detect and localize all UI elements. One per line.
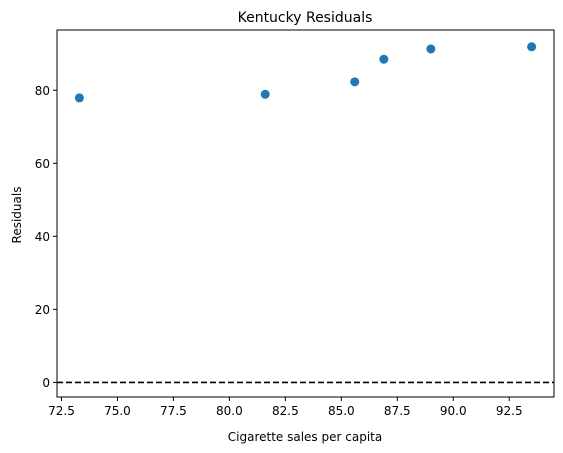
x-tick-label: 92.5 xyxy=(496,404,523,418)
y-tick-label: 60 xyxy=(35,157,50,171)
y-tick-label: 80 xyxy=(35,84,50,98)
plot-area: 72.5 75.0 77.5 80.0 82.5 85.0 87.5 90.0 92.5 0 20 4… xyxy=(35,29,555,418)
x-tick-label: 80.0 xyxy=(216,404,243,418)
y-tick-label: 40 xyxy=(35,230,50,244)
data-point xyxy=(426,44,436,54)
x-tick-label: 87.5 xyxy=(384,404,411,418)
data-point xyxy=(379,54,389,64)
y-tick-label: 20 xyxy=(35,303,50,317)
chart-title: Kentucky Residuals xyxy=(238,10,373,26)
data-point xyxy=(74,93,84,103)
y-axis-label: Residuals xyxy=(10,187,24,244)
x-axis-label: Cigarette sales per capita xyxy=(228,430,382,444)
data-point xyxy=(350,77,360,87)
plot-frame xyxy=(56,29,555,398)
data-point xyxy=(527,42,537,52)
x-tick-label: 75.0 xyxy=(104,404,131,418)
x-tick-label: 90.0 xyxy=(440,404,467,418)
x-tick-label: 72.5 xyxy=(48,404,75,418)
x-tick-label: 77.5 xyxy=(160,404,187,418)
data-point xyxy=(260,89,270,99)
x-tick-label: 85.0 xyxy=(328,404,355,418)
y-tick-label: 0 xyxy=(42,376,50,390)
x-tick-label: 82.5 xyxy=(272,404,299,418)
